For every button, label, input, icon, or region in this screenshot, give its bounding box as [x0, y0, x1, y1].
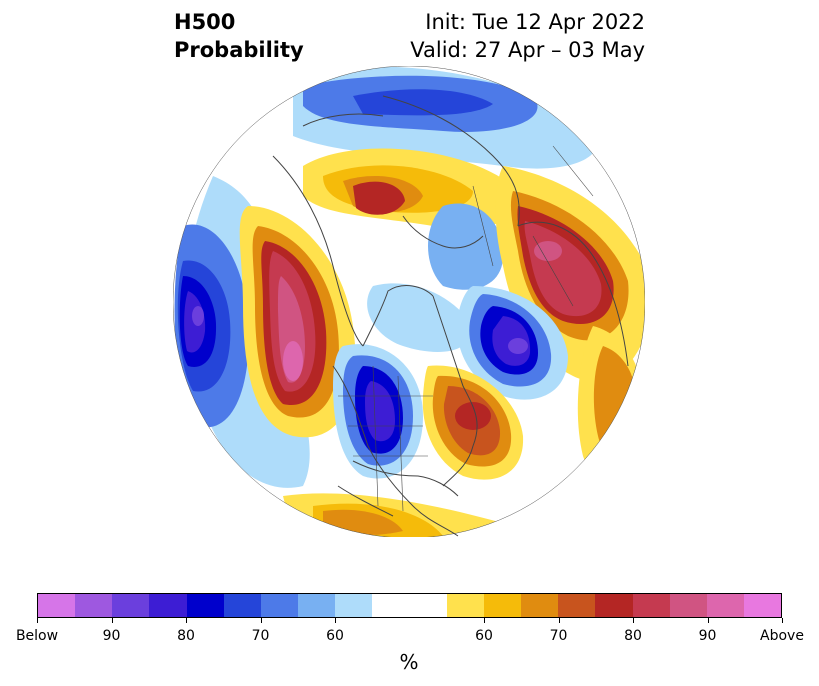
init-date-label: Init: Tue 12 Apr 2022 — [425, 10, 645, 34]
colorbar-tickmark — [186, 618, 187, 623]
colorbar-tick-label: 80 — [177, 628, 195, 644]
colorbar-tick-label: 60 — [326, 628, 344, 644]
colorbar-tickmark — [782, 618, 783, 623]
colorbar-swatch — [75, 594, 113, 617]
colorbar-tickmark — [260, 618, 262, 623]
colorbar-unit-label: % — [399, 650, 419, 674]
colorbar — [37, 593, 782, 618]
coastlines — [272, 95, 629, 537]
colorbar-tickmark — [37, 618, 38, 623]
colorbar-swatch — [372, 594, 410, 617]
colorbar-tick-label: 80 — [624, 628, 642, 644]
colorbar-tick-label: Below — [15, 628, 59, 644]
valid-range-label: Valid: 27 Apr – 03 May — [410, 38, 645, 62]
colorbar-tick-label: 70 — [251, 628, 270, 644]
colorbar-tick-label: 90 — [698, 628, 717, 644]
colorbar-tickmark — [707, 618, 709, 623]
colorbar-swatch — [558, 594, 596, 617]
colorbar-swatch — [669, 594, 707, 617]
colorbar-swatch — [446, 594, 484, 617]
colorbar-swatch — [483, 594, 522, 617]
colorbar-swatch — [260, 594, 299, 617]
map-title-right: Init: Tue 12 Apr 2022 Valid: 27 Apr – 03… — [410, 8, 645, 64]
colorbar-swatch — [112, 594, 150, 617]
colorbar-tickmark — [111, 618, 113, 623]
probability-map — [172, 65, 646, 539]
colorbar-swatch — [223, 594, 261, 617]
title-line-h500: H500 — [174, 10, 236, 34]
colorbar-swatch — [632, 594, 670, 617]
colorbar-swatch — [595, 594, 633, 617]
colorbar-swatch — [409, 594, 447, 617]
colorbar-swatch — [706, 594, 744, 617]
colorbar-swatch — [521, 594, 559, 617]
colorbar-tickmark — [633, 618, 634, 623]
title-line-probability: Probability — [174, 38, 304, 62]
colorbar-swatch — [298, 594, 336, 617]
colorbar-tickmark — [558, 618, 560, 623]
colorbar-swatch — [38, 594, 76, 617]
colorbar-tick-label: 60 — [475, 628, 493, 644]
colorbar-tick-label: 70 — [549, 628, 568, 644]
colorbar-tick-label: 90 — [102, 628, 121, 644]
colorbar-tick-label: Above — [760, 628, 804, 644]
colorbar-swatch — [186, 594, 224, 617]
map-title-left: H500 Probability — [174, 8, 304, 64]
colorbar-tickmark — [335, 618, 336, 623]
borders — [338, 145, 594, 512]
map-svg — [172, 65, 646, 539]
colorbar-swatch — [743, 594, 782, 617]
colorbar-swatch — [335, 594, 373, 617]
colorbar-swatch — [149, 594, 187, 617]
colorbar-tickmark — [484, 618, 485, 623]
